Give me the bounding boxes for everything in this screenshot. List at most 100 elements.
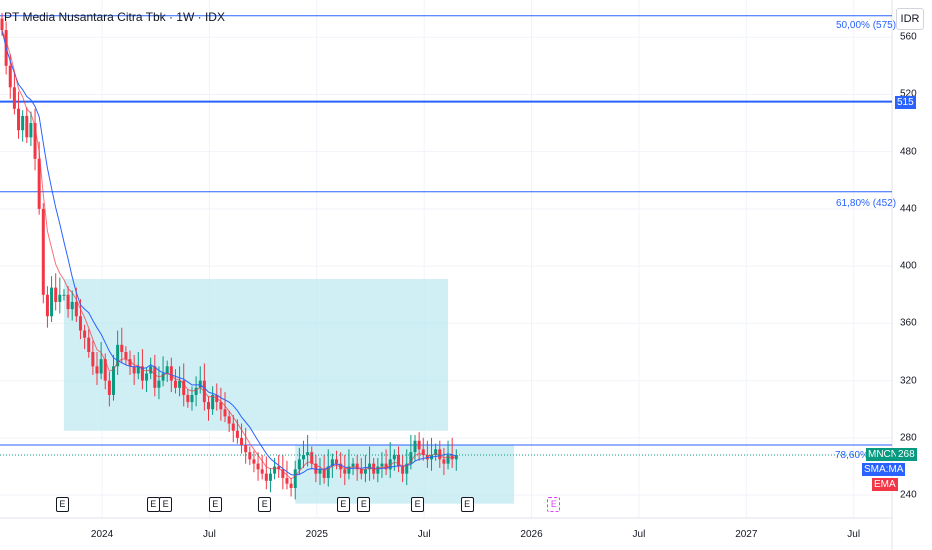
candle-body [409, 452, 413, 464]
y-axis-label: 560 [900, 31, 917, 43]
candle-body [401, 466, 405, 474]
earnings-icon[interactable]: E [258, 497, 272, 512]
candle-body [211, 394, 215, 410]
y-axis-label: 320 [900, 375, 917, 387]
candle-body [95, 366, 99, 374]
ema-line [1, 29, 457, 480]
candle-body [384, 463, 388, 470]
candle-body [153, 366, 157, 388]
candle-body [62, 294, 66, 296]
candle-body [281, 469, 285, 478]
candle-body [335, 459, 339, 464]
candle-body [351, 463, 355, 467]
candle-body [120, 344, 124, 353]
candle-body [417, 440, 421, 450]
candle-body [219, 402, 223, 410]
last-price-tag: 268 [896, 448, 917, 462]
candle-body [326, 466, 330, 478]
earnings-icon[interactable]: E [547, 497, 561, 512]
earnings-icon[interactable]: E [55, 497, 69, 512]
candle-body [301, 455, 305, 460]
candle-body [264, 473, 268, 481]
candle-body [310, 452, 314, 464]
y-axis-label: 520 [900, 88, 917, 100]
candle-body [248, 452, 252, 460]
earnings-icon[interactable]: E [411, 497, 425, 512]
candle-body [66, 294, 70, 310]
candle-body [17, 108, 21, 131]
candle-body [434, 449, 438, 456]
candle-body [252, 459, 256, 464]
earnings-icon[interactable]: E [336, 497, 350, 512]
candle-body [116, 344, 120, 367]
candle-body [198, 380, 202, 388]
y-axis-label: 440 [900, 203, 917, 215]
candle-body [318, 469, 322, 474]
earnings-icon[interactable]: E [208, 497, 222, 512]
candle-body [244, 445, 248, 453]
candle-body [29, 123, 33, 138]
earnings-icon[interactable]: E [159, 497, 173, 512]
candle-body [107, 380, 111, 395]
earnings-icon[interactable]: E [460, 497, 474, 512]
candle-body [359, 469, 363, 474]
candle-body [128, 359, 132, 367]
candle-body [50, 287, 54, 317]
earnings-icon[interactable]: E [357, 497, 371, 512]
fib-label-50: 50,00% (575) [836, 19, 897, 31]
candle-body [136, 366, 140, 374]
candle-body [256, 463, 260, 470]
chart-title: PT Media Nusantara Citra Tbk · 1W · IDX [4, 10, 225, 24]
candle-body [388, 459, 392, 470]
candle-body [363, 469, 367, 474]
sma-tag: SMA:MA [862, 463, 906, 477]
x-axis-label: 2027 [735, 529, 758, 540]
candle-body [103, 359, 107, 381]
y-axis-label: 280 [900, 432, 917, 444]
candle-body [124, 352, 128, 360]
candle-body [446, 455, 450, 464]
candle-body [37, 158, 41, 209]
candle-body [41, 208, 45, 295]
y-axis-label: 240 [900, 489, 917, 501]
candle-body [182, 380, 186, 395]
candle-body [314, 463, 318, 474]
candle-body [438, 449, 442, 460]
x-axis-label: Jul [203, 529, 216, 540]
x-axis-label: Jul [417, 529, 431, 540]
candle-body [330, 459, 334, 467]
candle-body [355, 463, 359, 470]
consolidation-box [63, 279, 449, 431]
candle-body [223, 409, 227, 417]
candle-body [78, 316, 82, 331]
candle-body [140, 366, 144, 381]
candle-body [240, 437, 244, 446]
candle-body [25, 115, 29, 138]
y-axis-label: 400 [900, 260, 917, 272]
candle-body [368, 463, 372, 470]
candle-body [322, 469, 326, 478]
candle-body [54, 287, 58, 302]
fib-label-786: 78,60% [835, 450, 869, 462]
currency-button[interactable]: IDR [896, 8, 924, 30]
candle-body [45, 294, 49, 317]
candle-body [297, 459, 301, 470]
earnings-icon[interactable]: E [146, 497, 160, 512]
candle-body [235, 430, 239, 438]
x-axis-label: 2026 [520, 529, 543, 540]
candle-body [173, 380, 177, 388]
x-axis-label: Jul [632, 529, 646, 540]
sma-line [1, 29, 457, 476]
x-axis-label: 2024 [90, 529, 114, 540]
candle-body [161, 373, 165, 381]
candle-body [178, 380, 182, 388]
y-axis-label: 480 [900, 146, 917, 158]
candle-body [231, 423, 235, 431]
candle-body [165, 366, 169, 374]
candle-body [273, 466, 277, 474]
candle-body [277, 466, 281, 470]
candle-body [396, 455, 400, 467]
candle-body [99, 359, 103, 374]
candle-body [268, 473, 272, 481]
